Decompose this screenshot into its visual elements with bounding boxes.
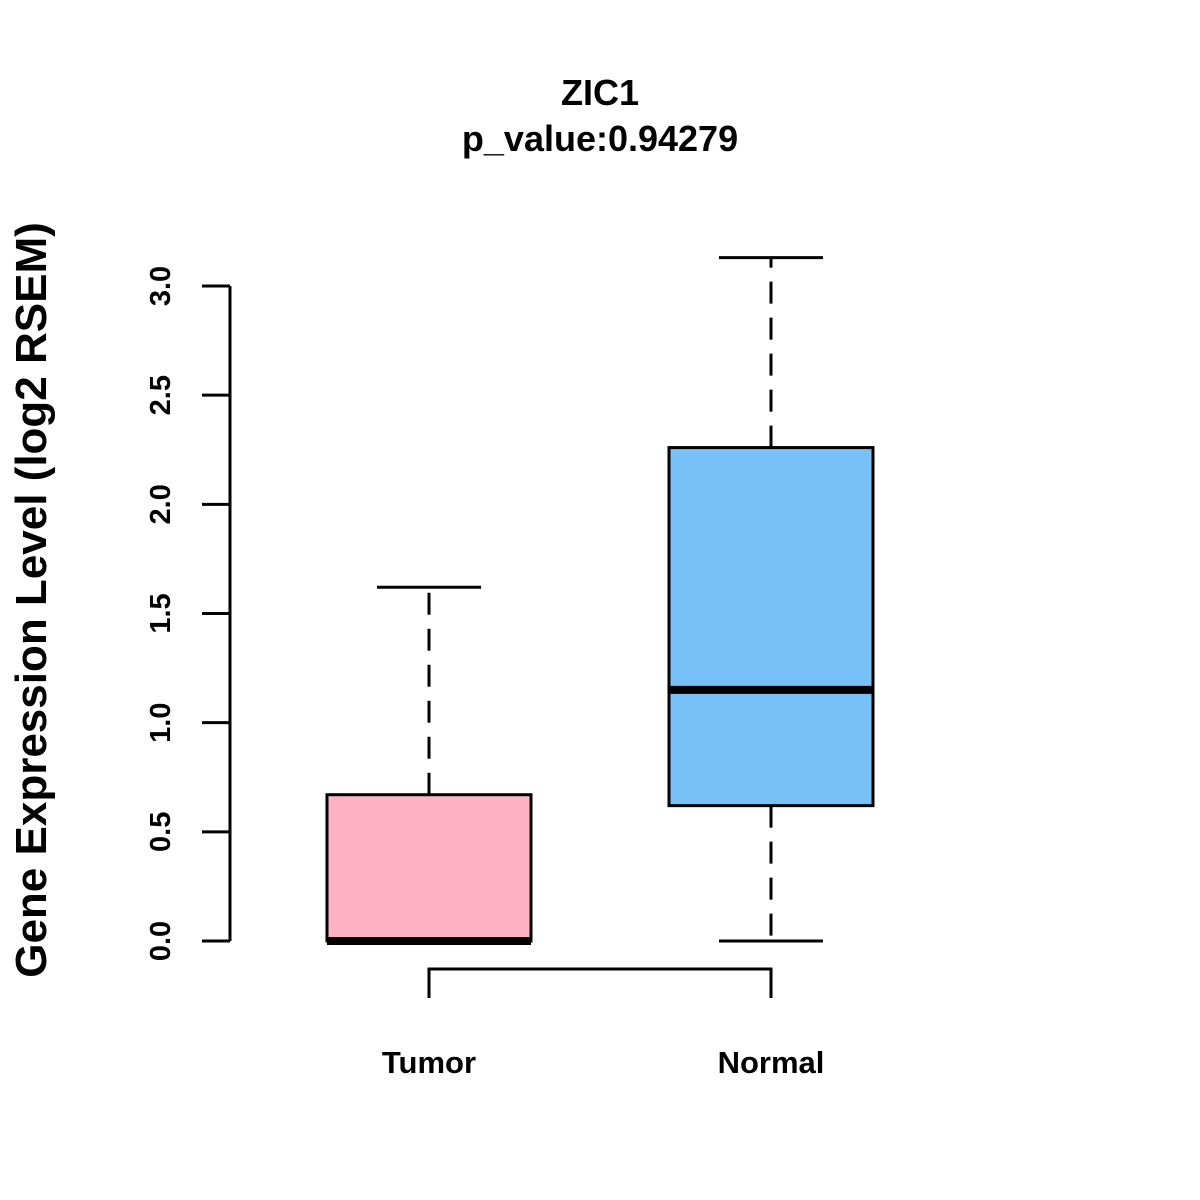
chart-subtitle: p_value:0.94279 [462,118,738,159]
y-tick-label: 0.5 [145,812,177,852]
y-tick-label: 2.5 [145,375,177,415]
box-tumor [325,585,533,945]
x-category-label: Tumor [382,1045,476,1080]
y-tick-label: 3.0 [145,266,177,306]
y-tick-label: 0.0 [145,921,177,961]
chart-title: ZIC1 [561,72,639,113]
iqr-box [325,793,533,943]
comparison-bracket [427,967,773,998]
x-category-label: Normal [718,1045,825,1080]
box-group [325,256,875,945]
bracket-line [427,967,773,998]
y-axis: 0.0 0.5 1.0 1.5 2.0 2.5 3.0 [145,266,232,961]
x-category-labels: Tumor Normal [382,1045,824,1080]
y-axis-label: Gene Expression Level (log2 RSEM) [7,222,56,978]
y-tick-label: 1.0 [145,703,177,743]
y-tick-label: 2.0 [145,484,177,524]
box-normal [667,256,875,943]
y-tick-label: 1.5 [145,593,177,633]
iqr-box [667,446,875,808]
